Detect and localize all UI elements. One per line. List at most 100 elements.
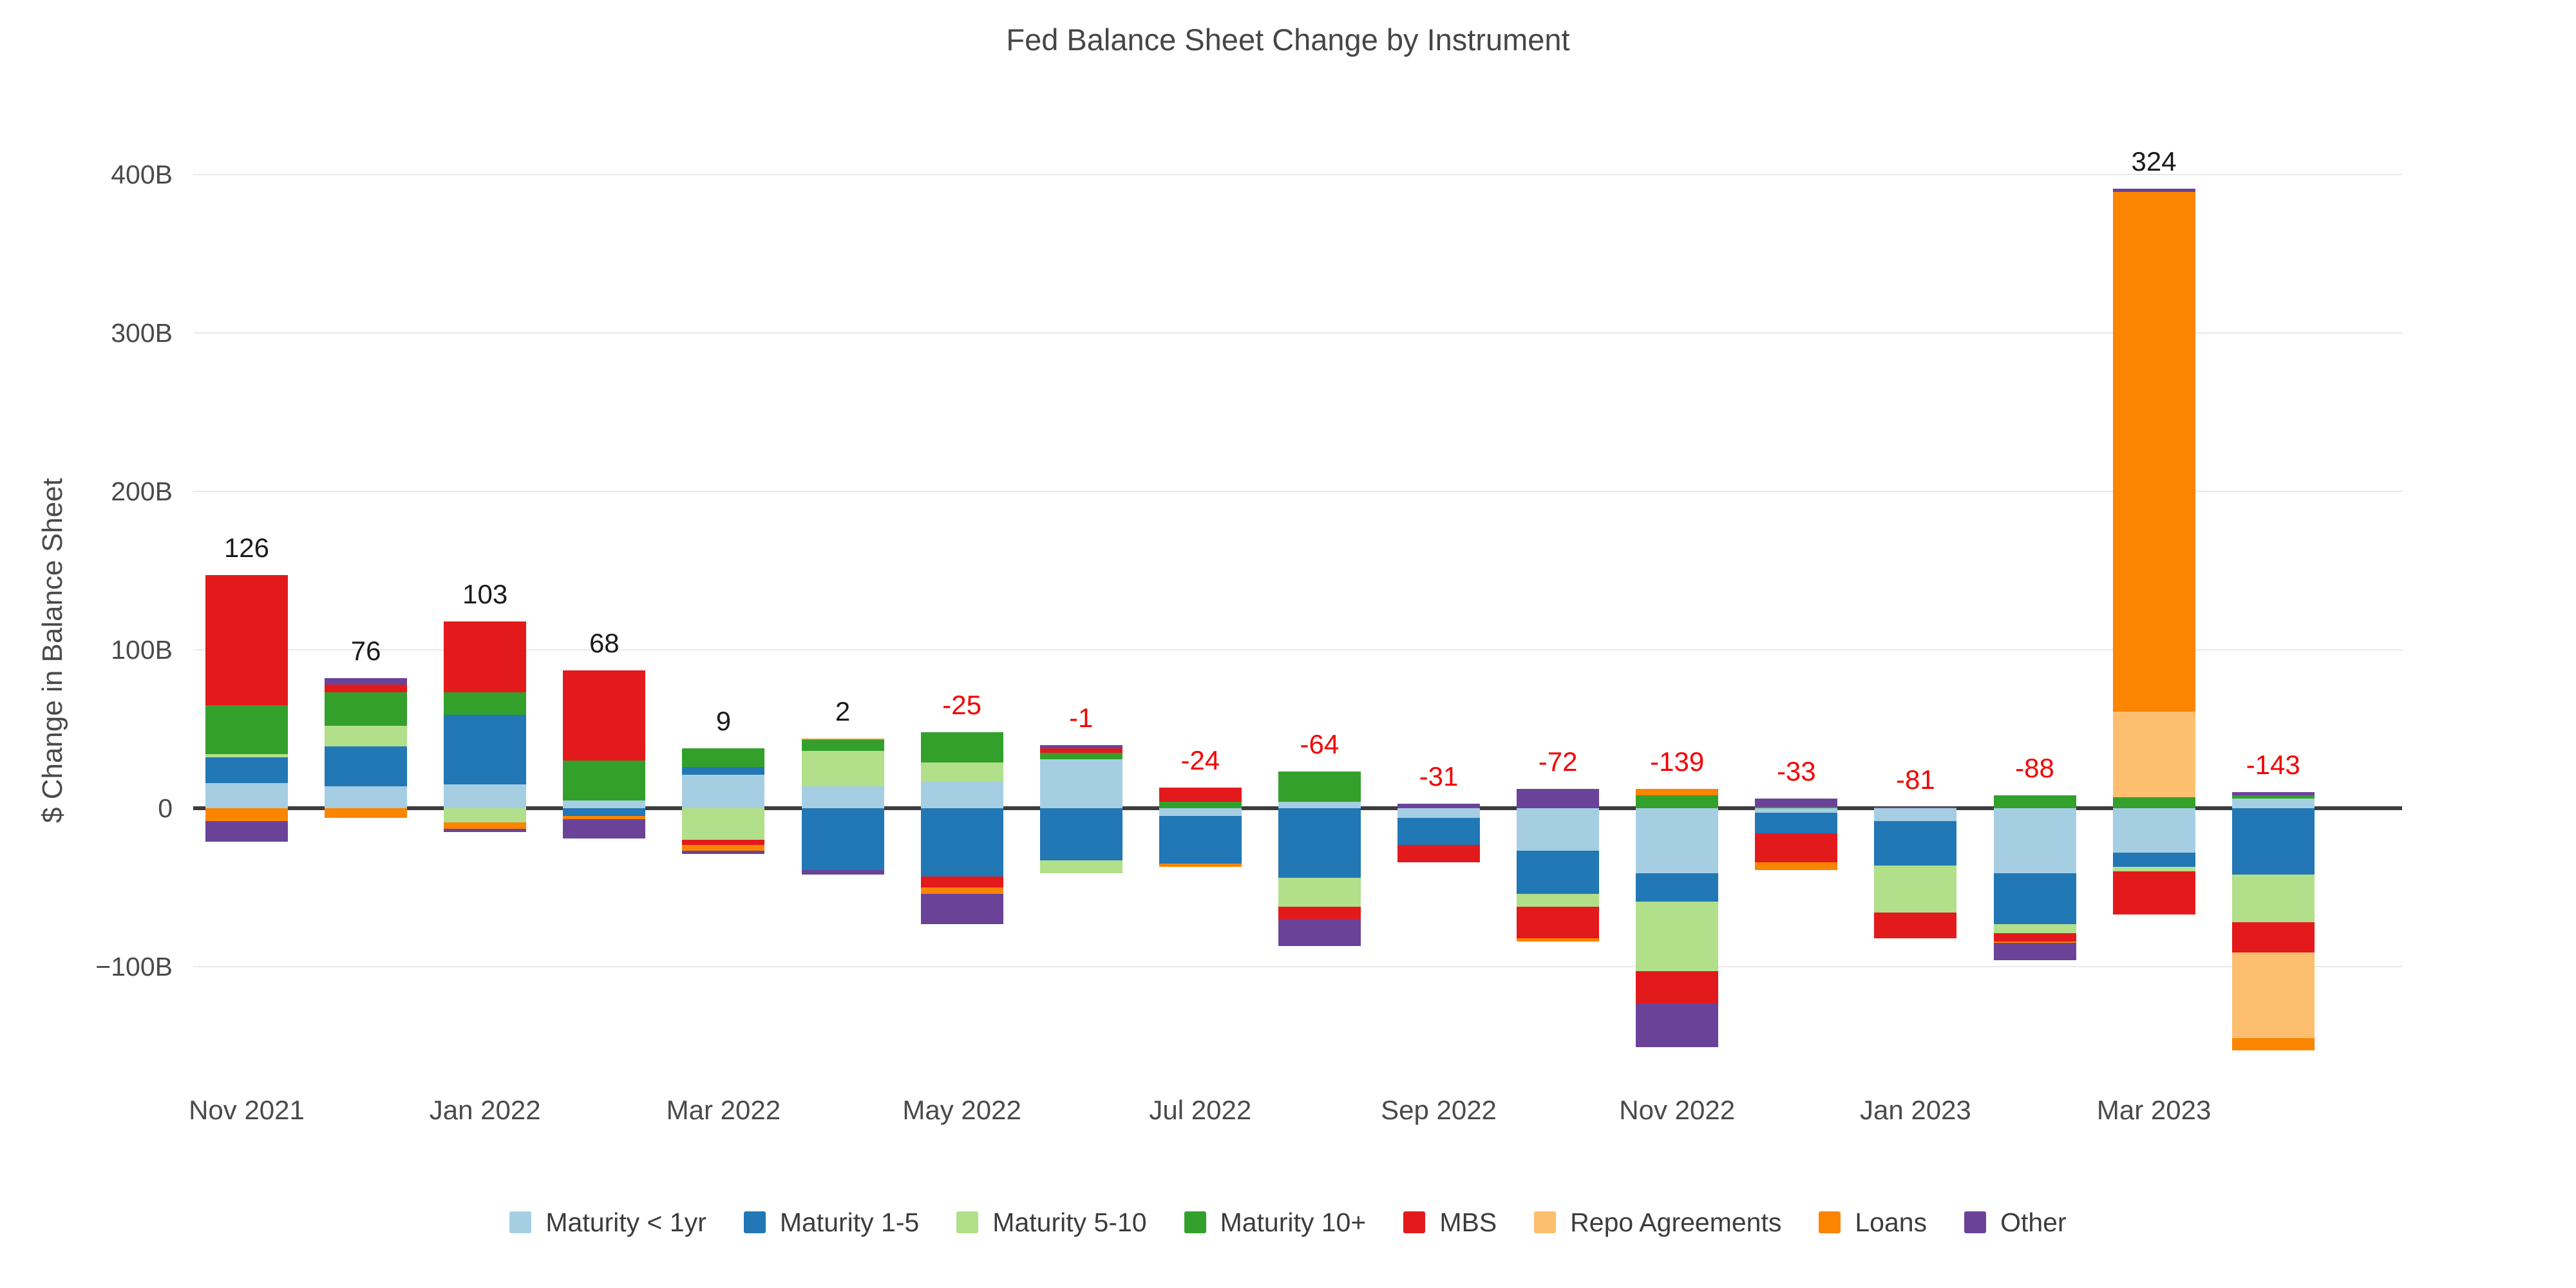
bar-segment[interactable] bbox=[444, 714, 527, 785]
bar-segment[interactable] bbox=[563, 670, 646, 761]
bar-segment[interactable] bbox=[801, 740, 884, 752]
bar-segment[interactable] bbox=[325, 692, 408, 726]
legend-item-maturity-5-10[interactable]: Maturity 5-10 bbox=[956, 1208, 1147, 1238]
bar-segment[interactable] bbox=[920, 762, 1003, 782]
bar-segment[interactable] bbox=[1993, 808, 2076, 873]
bar-segment[interactable] bbox=[682, 840, 765, 845]
bar-segment[interactable] bbox=[1278, 772, 1361, 802]
bar-segment[interactable] bbox=[2231, 922, 2315, 952]
bar-segment[interactable] bbox=[920, 808, 1003, 876]
bar-segment[interactable] bbox=[1278, 808, 1361, 878]
bar-segment[interactable] bbox=[1636, 808, 1719, 873]
bar-segment[interactable] bbox=[1636, 971, 1719, 1003]
bar-segment[interactable] bbox=[1517, 906, 1600, 938]
bar-segment[interactable] bbox=[2231, 875, 2315, 923]
bar-segment[interactable] bbox=[1993, 943, 2076, 961]
bar-segment[interactable] bbox=[205, 757, 288, 783]
bar-segment[interactable] bbox=[563, 761, 646, 800]
bar-segment[interactable] bbox=[325, 685, 408, 693]
bar-segment[interactable] bbox=[1636, 789, 1719, 796]
legend-item-maturity-10-[interactable]: Maturity 10+ bbox=[1184, 1208, 1366, 1238]
bar-segment[interactable] bbox=[444, 784, 527, 808]
bar-segment[interactable] bbox=[2112, 808, 2195, 853]
bar-segment[interactable] bbox=[1755, 833, 1838, 862]
bar-segment[interactable] bbox=[1517, 938, 1600, 942]
bar-segment[interactable] bbox=[444, 692, 527, 715]
legend-item-maturity-1-5[interactable]: Maturity 1-5 bbox=[743, 1208, 919, 1238]
bar-segment[interactable] bbox=[1159, 864, 1242, 867]
bar-segment[interactable] bbox=[682, 775, 765, 808]
bar-segment[interactable] bbox=[1039, 748, 1122, 753]
bar-segment[interactable] bbox=[563, 800, 646, 808]
bar-segment[interactable] bbox=[1517, 851, 1600, 894]
bar-segment[interactable] bbox=[801, 751, 884, 786]
bar-segment[interactable] bbox=[1874, 808, 1957, 821]
bar-segment[interactable] bbox=[205, 754, 288, 758]
bar-segment[interactable] bbox=[682, 851, 765, 855]
bar-segment[interactable] bbox=[1159, 802, 1242, 808]
bar-segment[interactable] bbox=[1397, 817, 1480, 845]
legend-item-mbs[interactable]: MBS bbox=[1403, 1208, 1497, 1238]
bar-segment[interactable] bbox=[205, 705, 288, 755]
bar-segment[interactable] bbox=[1159, 808, 1242, 817]
bar-segment[interactable] bbox=[1636, 902, 1719, 972]
bar-segment[interactable] bbox=[444, 808, 527, 823]
bar-segment[interactable] bbox=[682, 844, 765, 851]
bar-segment[interactable] bbox=[920, 876, 1003, 887]
bar-segment[interactable] bbox=[801, 808, 884, 870]
bar-segment[interactable] bbox=[801, 738, 884, 741]
bar-segment[interactable] bbox=[1039, 808, 1122, 861]
bar-segment[interactable] bbox=[1993, 873, 2076, 924]
bar-segment[interactable] bbox=[1397, 808, 1480, 818]
bar-segment[interactable] bbox=[682, 808, 765, 840]
bar-segment[interactable] bbox=[2231, 795, 2315, 799]
bar-segment[interactable] bbox=[1397, 844, 1480, 862]
bar-segment[interactable] bbox=[205, 820, 288, 842]
bar-segment[interactable] bbox=[1517, 789, 1600, 808]
bar-segment[interactable] bbox=[563, 816, 646, 820]
legend-item-repo-agreements[interactable]: Repo Agreements bbox=[1534, 1208, 1781, 1238]
bar-segment[interactable] bbox=[444, 828, 527, 832]
bar-segment[interactable] bbox=[2231, 792, 2315, 796]
bar-segment[interactable] bbox=[1636, 1003, 1719, 1048]
bar-segment[interactable] bbox=[205, 575, 288, 706]
bar-segment[interactable] bbox=[1278, 878, 1361, 907]
bar-segment[interactable] bbox=[1993, 795, 2076, 808]
bar-segment[interactable] bbox=[2231, 799, 2315, 808]
bar-segment[interactable] bbox=[325, 808, 408, 818]
bar-segment[interactable] bbox=[1159, 788, 1242, 802]
bar-segment[interactable] bbox=[1755, 808, 1838, 813]
bar-segment[interactable] bbox=[2112, 871, 2195, 914]
bar-segment[interactable] bbox=[325, 726, 408, 747]
bar-segment[interactable] bbox=[920, 893, 1003, 924]
bar-segment[interactable] bbox=[2231, 1037, 2315, 1051]
bar-segment[interactable] bbox=[444, 621, 527, 693]
bar-segment[interactable] bbox=[563, 808, 646, 817]
bar-segment[interactable] bbox=[1517, 808, 1600, 851]
bar-segment[interactable] bbox=[1755, 813, 1838, 834]
bar-segment[interactable] bbox=[325, 746, 408, 786]
bar-segment[interactable] bbox=[2112, 852, 2195, 867]
bar-segment[interactable] bbox=[920, 887, 1003, 894]
bar-segment[interactable] bbox=[205, 808, 288, 821]
bar-segment[interactable] bbox=[1755, 799, 1838, 807]
bar-segment[interactable] bbox=[1039, 759, 1122, 808]
bar-segment[interactable] bbox=[325, 786, 408, 808]
bar-segment[interactable] bbox=[1278, 919, 1361, 946]
bar-segment[interactable] bbox=[1159, 816, 1242, 864]
bar-segment[interactable] bbox=[1397, 803, 1480, 808]
bar-segment[interactable] bbox=[1039, 752, 1122, 759]
bar-segment[interactable] bbox=[2112, 711, 2195, 797]
bar-segment[interactable] bbox=[1636, 795, 1719, 808]
bar-segment[interactable] bbox=[444, 822, 527, 829]
bar-segment[interactable] bbox=[1636, 873, 1719, 902]
bar-segment[interactable] bbox=[1278, 906, 1361, 920]
bar-segment[interactable] bbox=[1278, 802, 1361, 808]
bar-segment[interactable] bbox=[1874, 806, 1957, 808]
bar-segment[interactable] bbox=[2231, 808, 2315, 875]
legend-item-loans[interactable]: Loans bbox=[1819, 1208, 1927, 1238]
bar-segment[interactable] bbox=[1517, 893, 1600, 907]
bar-segment[interactable] bbox=[2231, 952, 2315, 1038]
bar-segment[interactable] bbox=[2112, 867, 2195, 872]
bar-segment[interactable] bbox=[920, 781, 1003, 808]
